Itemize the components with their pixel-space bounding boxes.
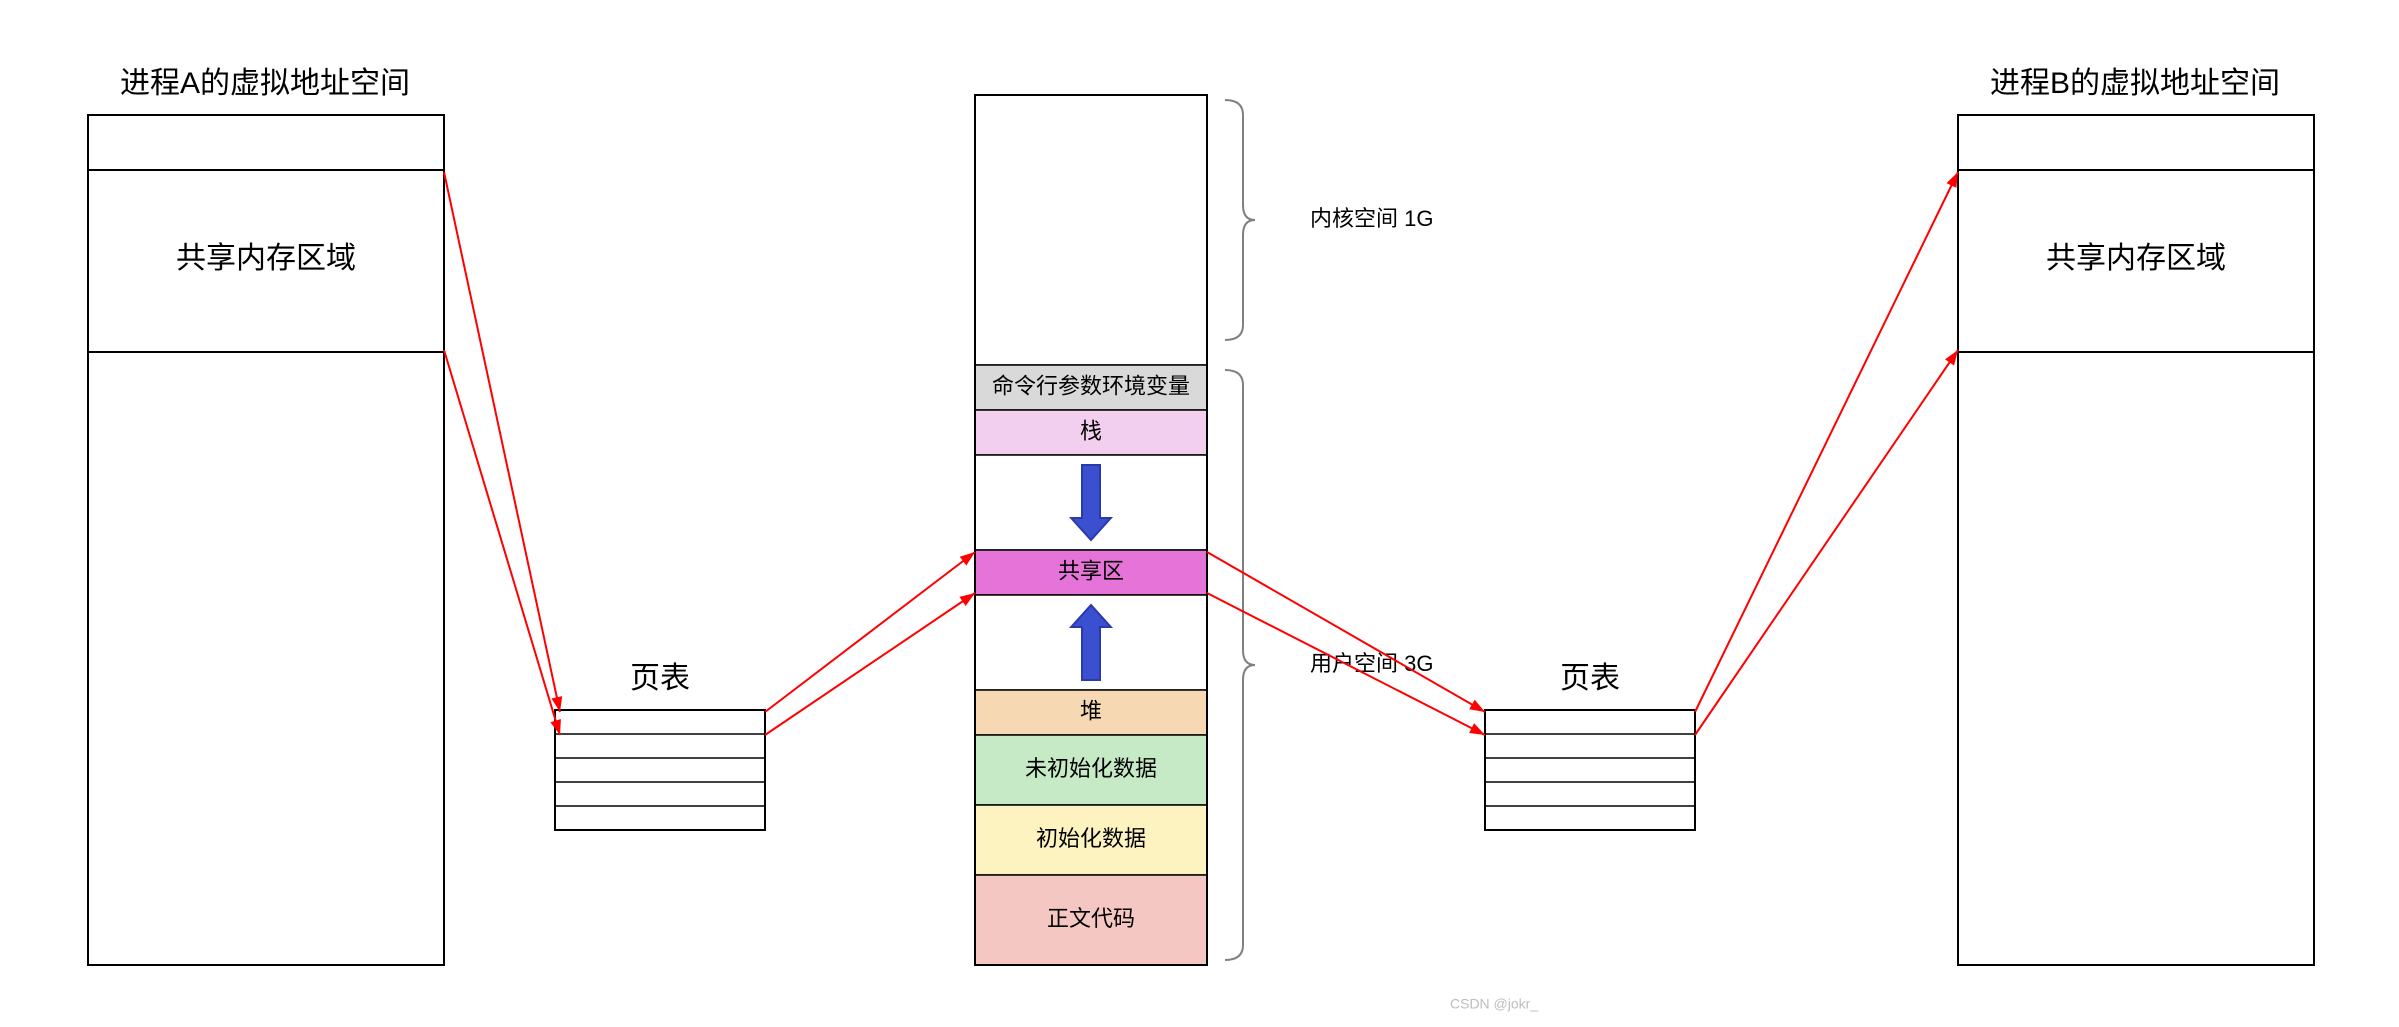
red-arrow-6 [1695,172,1958,712]
red-arrow-3-head [959,593,975,606]
watermark: CSDN @jokr_ [1450,996,1538,1012]
segment-label-cmdline: 命令行参数环境变量 [992,373,1190,398]
brace-user [1225,370,1255,960]
segment-label-text_seg: 正文代码 [1047,906,1135,931]
segment-label-bss: 未初始化数据 [1025,756,1157,781]
red-arrow-2-head [960,552,975,565]
process-a-shared-label: 共享内存区域 [176,242,356,275]
red-arrow-2 [765,552,975,712]
red-arrow-7-head [1945,350,1958,366]
red-arrow-4 [1207,552,1485,712]
process-b-shared-label: 共享内存区域 [2046,242,2226,275]
segment-label-stack: 栈 [1080,418,1102,443]
page-table-a-title: 页表 [630,662,690,695]
red-arrow-0 [444,172,560,712]
segment-label-data_seg: 初始化数据 [1036,826,1146,851]
page-table-b [1485,710,1695,830]
red-arrow-1 [444,350,560,735]
segment-label-heap: 堆 [1080,698,1102,723]
brace-kernel-label: 内核空间 1G [1310,206,1433,231]
red-arrow-4-head [1469,700,1485,712]
brace-kernel [1225,100,1255,340]
process-b-title: 进程B的虚拟地址空间 [1990,67,2280,100]
red-arrow-6-head [1946,172,1958,188]
memory-diagram: 进程A的虚拟地址空间共享内存区域进程B的虚拟地址空间共享内存区域页表页表命令行参… [0,0,2399,1027]
red-arrow-3 [765,593,975,735]
segment-label-shared_area: 共享区 [1058,558,1124,583]
red-arrow-7 [1695,350,1958,735]
page-table-a [555,710,765,830]
process-a-title: 进程A的虚拟地址空间 [120,67,410,100]
page-table-b-title: 页表 [1560,662,1620,695]
red-arrow-5-head [1469,723,1485,735]
segment-kernel_white [975,95,1207,365]
